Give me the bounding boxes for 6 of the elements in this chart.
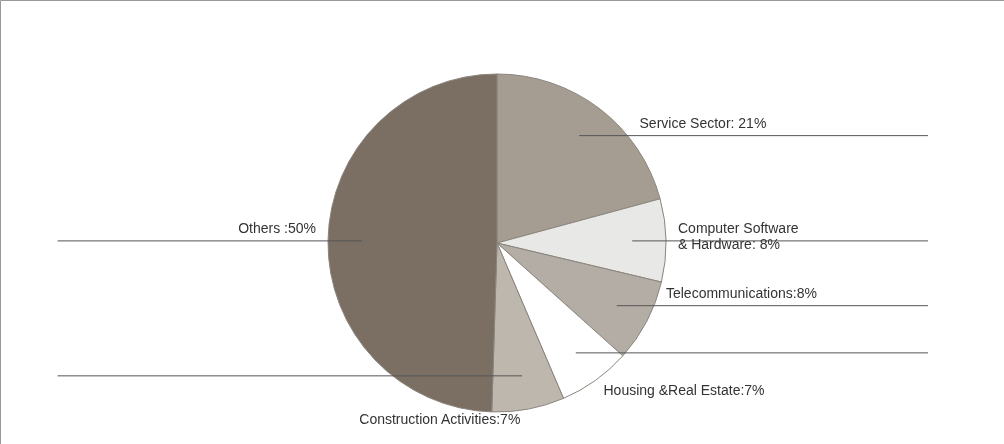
slice-label: Others :50% [238, 219, 317, 236]
slice-label: Telecommunications:8% [665, 284, 817, 301]
slice-label: Service Sector: 21% [639, 114, 767, 131]
slice-label: Construction Activities:7% [359, 411, 521, 428]
slice-label: Housing &Real Estate:7% [603, 382, 765, 399]
slice-label: Computer Software & Hardware: 8% [677, 219, 799, 252]
